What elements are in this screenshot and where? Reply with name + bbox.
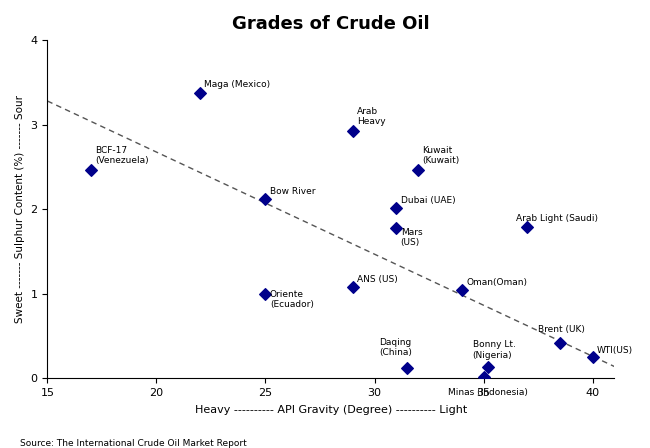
- Text: Source: The International Crude Oil Market Report: Source: The International Crude Oil Mark…: [20, 439, 246, 448]
- Text: WTI(US): WTI(US): [597, 346, 633, 355]
- Text: Maga (Mexico): Maga (Mexico): [204, 80, 270, 89]
- Point: [86, 166, 96, 173]
- Text: Kuwait
(Kuwait): Kuwait (Kuwait): [422, 146, 460, 165]
- Title: Grades of Crude Oil: Grades of Crude Oil: [232, 15, 430, 33]
- Text: BCF-17
(Venezuela): BCF-17 (Venezuela): [96, 146, 149, 165]
- Point: [483, 364, 493, 371]
- Text: Arab
Heavy: Arab Heavy: [357, 107, 385, 126]
- Y-axis label: Sweet ------- Sulphur Content (%) ------- Sour: Sweet ------- Sulphur Content (%) ------…: [15, 95, 25, 323]
- Text: Brent (UK): Brent (UK): [538, 325, 585, 335]
- Point: [260, 195, 270, 202]
- Point: [413, 166, 423, 173]
- Point: [456, 287, 467, 294]
- Text: Minas (Indonesia): Minas (Indonesia): [448, 388, 528, 397]
- Point: [348, 128, 358, 135]
- Point: [588, 353, 598, 361]
- Text: Oriente
(Ecuador): Oriente (Ecuador): [270, 290, 314, 309]
- Point: [260, 290, 270, 297]
- Point: [554, 339, 565, 346]
- Text: ANS (US): ANS (US): [357, 275, 398, 284]
- Point: [391, 224, 402, 232]
- Point: [391, 205, 402, 212]
- Text: Mars
(US): Mars (US): [400, 228, 422, 247]
- Text: Bow River: Bow River: [270, 187, 315, 196]
- Text: Daqing
(China): Daqing (China): [379, 338, 411, 357]
- Point: [402, 365, 412, 372]
- Point: [522, 224, 532, 231]
- Point: [195, 89, 205, 96]
- Text: Dubai (UAE): Dubai (UAE): [400, 196, 455, 205]
- X-axis label: Heavy ---------- API Gravity (Degree) ---------- Light: Heavy ---------- API Gravity (Degree) --…: [195, 405, 467, 415]
- Text: Bonny Lt.
(Nigeria): Bonny Lt. (Nigeria): [473, 340, 515, 360]
- Text: Arab Light (Saudi): Arab Light (Saudi): [516, 214, 598, 223]
- Text: Oman(Oman): Oman(Oman): [466, 278, 527, 287]
- Point: [478, 373, 489, 380]
- Point: [348, 284, 358, 291]
